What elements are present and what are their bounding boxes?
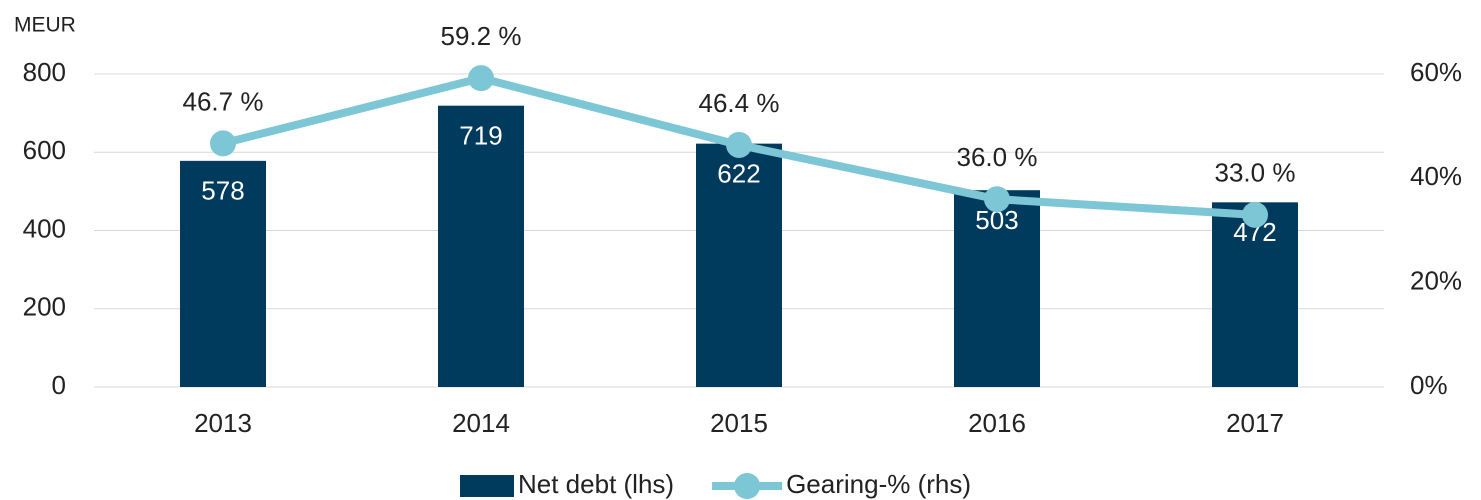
line-marker (468, 65, 494, 92)
bar-value-label: 719 (459, 121, 502, 151)
bar-value-label: 622 (717, 159, 760, 189)
y2-tick-label: 60% (1410, 57, 1462, 87)
y-tick-label: 800 (23, 57, 66, 87)
legend-label: Gearing-% (rhs) (786, 469, 971, 499)
line-marker (1242, 201, 1268, 228)
line-value-label: 33.0 % (1215, 158, 1296, 188)
line-marker (210, 130, 236, 157)
y-tick-label: 600 (23, 135, 66, 165)
x-tick-label: 2017 (1226, 408, 1284, 438)
line-value-label: 46.4 % (699, 88, 780, 118)
bar (1212, 202, 1298, 387)
bar (180, 160, 266, 387)
line-marker (984, 186, 1010, 213)
line-value-label: 36.0 % (957, 142, 1038, 172)
y2-tick-label: 40% (1410, 161, 1462, 191)
x-tick-label: 2013 (194, 408, 252, 438)
y-axis-label: MEUR (14, 14, 76, 37)
x-tick-label: 2016 (968, 408, 1026, 438)
bar-value-label: 578 (201, 176, 244, 206)
bar (438, 105, 524, 387)
line-value-label: 59.2 % (441, 21, 522, 51)
y2-tick-label: 20% (1410, 266, 1462, 296)
y-tick-label: 400 (23, 213, 66, 243)
y-tick-label: 0 (52, 370, 66, 400)
legend-swatch (460, 475, 514, 497)
legend-label: Net debt (lhs) (518, 469, 674, 499)
legend: Net debt (lhs) Gearing-% (rhs) (460, 469, 971, 499)
bar (954, 190, 1040, 387)
y2-tick-label: 0% (1410, 370, 1448, 400)
line-marker (726, 131, 752, 158)
bar (696, 143, 782, 387)
x-tick-label: 2014 (452, 408, 510, 438)
y-tick-label: 200 (23, 292, 66, 322)
x-tick-label: 2015 (710, 408, 768, 438)
line-value-label: 46.7 % (183, 86, 264, 116)
legend-swatch-marker (734, 473, 761, 499)
